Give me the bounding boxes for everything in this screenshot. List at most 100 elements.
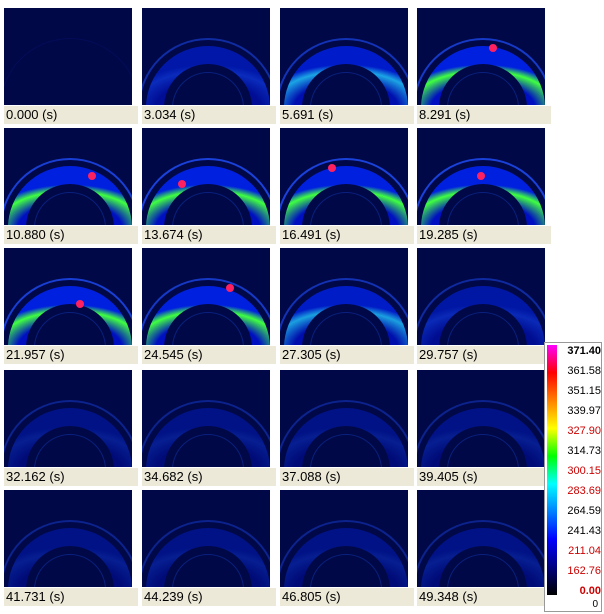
ring-band <box>146 286 270 345</box>
color-bar-label: 0.00 <box>579 585 601 597</box>
thermal-image <box>4 128 132 225</box>
time-label: 44.239 (s) <box>142 588 276 606</box>
time-label: 41.731 (s) <box>4 588 138 606</box>
time-label: 16.491 (s) <box>280 226 414 244</box>
color-bar-label: 300.15 <box>567 465 601 477</box>
ring-band <box>8 408 132 467</box>
frame: 19.285 (s) <box>417 128 551 246</box>
color-bar-label: 264.59 <box>567 505 601 517</box>
ring-band <box>284 166 408 225</box>
thermal-image <box>417 370 545 467</box>
thermal-image <box>4 490 132 587</box>
thermal-image <box>417 248 545 345</box>
ring-band <box>8 286 132 345</box>
thermal-image <box>417 128 545 225</box>
color-bar-label: 327.90 <box>567 425 601 437</box>
ring-band <box>8 166 132 225</box>
hot-spot <box>88 172 96 180</box>
frame: 5.691 (s) <box>280 8 414 126</box>
ring-band <box>421 528 545 587</box>
time-label: 8.291 (s) <box>417 106 551 124</box>
thermal-image <box>142 248 270 345</box>
ring-band <box>146 166 270 225</box>
time-label: 21.957 (s) <box>4 346 138 364</box>
frame: 34.682 (s) <box>142 370 276 488</box>
frame: 39.405 (s) <box>417 370 551 488</box>
frame: 24.545 (s) <box>142 248 276 366</box>
time-label: 39.405 (s) <box>417 468 551 486</box>
thermal-image <box>4 370 132 467</box>
ring-band <box>146 46 270 105</box>
thermal-image <box>4 8 132 105</box>
hot-spot <box>489 44 497 52</box>
thermal-image <box>142 128 270 225</box>
frame: 0.000 (s) <box>4 8 138 126</box>
color-bar-label: 351.15 <box>567 385 601 397</box>
hot-spot <box>226 284 234 292</box>
ring-band <box>8 528 132 587</box>
time-label: 5.691 (s) <box>280 106 414 124</box>
frame: 21.957 (s) <box>4 248 138 366</box>
time-label: 46.805 (s) <box>280 588 414 606</box>
color-bar-footer: 0 <box>592 599 598 610</box>
thermal-image <box>280 128 408 225</box>
ring-band <box>284 46 408 105</box>
ring-band <box>284 286 408 345</box>
color-bar: 0 371.40 361.58 351.15 339.97 327.90 314.73 30… <box>544 342 602 612</box>
frame: 41.731 (s) <box>4 490 138 608</box>
frame: 46.805 (s) <box>280 490 414 608</box>
time-label: 3.034 (s) <box>142 106 276 124</box>
time-label: 19.285 (s) <box>417 226 551 244</box>
color-bar-label: 211.04 <box>568 545 601 557</box>
thermal-image <box>280 8 408 105</box>
frame: 29.757 (s) <box>417 248 551 366</box>
ring-band <box>421 46 545 105</box>
time-label: 0.000 (s) <box>4 106 138 124</box>
hot-spot <box>178 180 186 188</box>
frame: 16.491 (s) <box>280 128 414 246</box>
color-strip <box>547 345 557 595</box>
color-bar-label: 361.58 <box>567 365 601 377</box>
color-bar-label: 241.43 <box>567 525 601 537</box>
time-label: 27.305 (s) <box>280 346 414 364</box>
hot-spot <box>328 164 336 172</box>
thermal-image <box>280 490 408 587</box>
frame: 8.291 (s) <box>417 8 551 126</box>
time-label: 10.880 (s) <box>4 226 138 244</box>
frame: 27.305 (s) <box>280 248 414 366</box>
frame: 13.674 (s) <box>142 128 276 246</box>
time-label: 32.162 (s) <box>4 468 138 486</box>
ring-band <box>421 286 545 345</box>
frame: 32.162 (s) <box>4 370 138 488</box>
frame: 3.034 (s) <box>142 8 276 126</box>
thermal-image <box>142 8 270 105</box>
ring-band <box>146 408 270 467</box>
thermal-image <box>4 248 132 345</box>
frame: 10.880 (s) <box>4 128 138 246</box>
time-label: 24.545 (s) <box>142 346 276 364</box>
time-label: 29.757 (s) <box>417 346 551 364</box>
time-label: 13.674 (s) <box>142 226 276 244</box>
color-bar-label: 162.76 <box>567 565 601 577</box>
thermal-image <box>280 248 408 345</box>
color-bar-label: 283.69 <box>567 485 601 497</box>
ring-band <box>284 528 408 587</box>
hot-spot <box>477 172 485 180</box>
ring-band <box>421 408 545 467</box>
frame: 49.348 (s) <box>417 490 551 608</box>
hot-spot <box>76 300 84 308</box>
thermal-image <box>142 370 270 467</box>
time-label: 34.682 (s) <box>142 468 276 486</box>
color-bar-label: 339.97 <box>567 405 601 417</box>
thermal-image <box>280 370 408 467</box>
color-bar-label: 314.73 <box>567 445 601 457</box>
time-label: 37.088 (s) <box>280 468 414 486</box>
image-background <box>4 8 132 105</box>
thermal-image <box>417 8 545 105</box>
time-label: 49.348 (s) <box>417 588 551 606</box>
frame: 44.239 (s) <box>142 490 276 608</box>
thermal-image <box>417 490 545 587</box>
ring-band <box>421 166 545 225</box>
thermal-image <box>142 490 270 587</box>
